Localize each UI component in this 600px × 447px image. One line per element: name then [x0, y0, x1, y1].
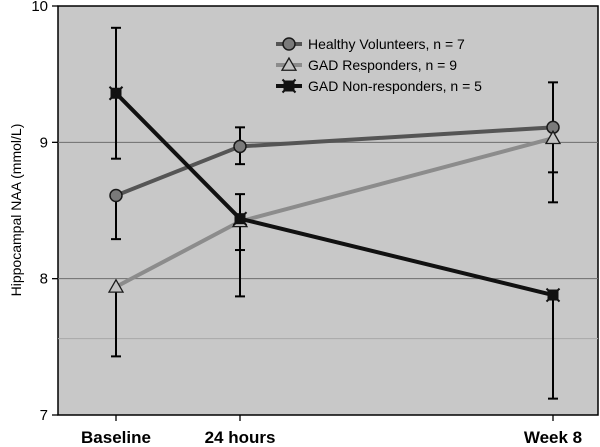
legend-label: GAD Responders, n = 9	[308, 57, 457, 73]
data-point	[107, 278, 125, 293]
y-axis-label: Hippocampal NAA (mmol/L)	[8, 124, 24, 297]
legend-item: GAD Responders, n = 9	[276, 56, 457, 73]
y-tick-label: 8	[40, 271, 48, 288]
x-tick-label: 24 hours	[205, 428, 276, 447]
plot-area	[57, 5, 599, 416]
x-tick-label: Baseline	[81, 428, 151, 447]
data-point	[232, 211, 248, 226]
series-circle	[109, 120, 560, 203]
legend-item: GAD Non-responders, n = 5	[276, 78, 482, 94]
legend: Healthy Volunteers, n = 7 GAD Responders,…	[276, 36, 482, 94]
y-tick-label: 7	[40, 407, 48, 424]
data-point	[544, 129, 562, 145]
series-x-square	[108, 86, 561, 303]
x-axis-ticks: Baseline 24 hours Week 8	[81, 415, 582, 447]
y-tick-label: 10	[31, 0, 48, 15]
x-tick-label: Week 8	[524, 428, 582, 447]
error-bars	[111, 26, 558, 400]
data-point	[545, 287, 561, 303]
data-point	[109, 188, 123, 203]
series-layer	[107, 26, 562, 400]
data-point	[233, 139, 247, 154]
y-tick-label: 9	[40, 134, 48, 151]
data-point	[280, 56, 298, 71]
legend-label: GAD Non-responders, n = 5	[308, 78, 482, 94]
y-axis-ticks: 7 8 9 10	[31, 0, 58, 424]
data-point	[282, 37, 296, 51]
legend-item: Healthy Volunteers, n = 7	[276, 36, 465, 52]
data-point	[281, 78, 297, 94]
legend-label: Healthy Volunteers, n = 7	[308, 36, 465, 52]
data-point	[108, 86, 124, 101]
